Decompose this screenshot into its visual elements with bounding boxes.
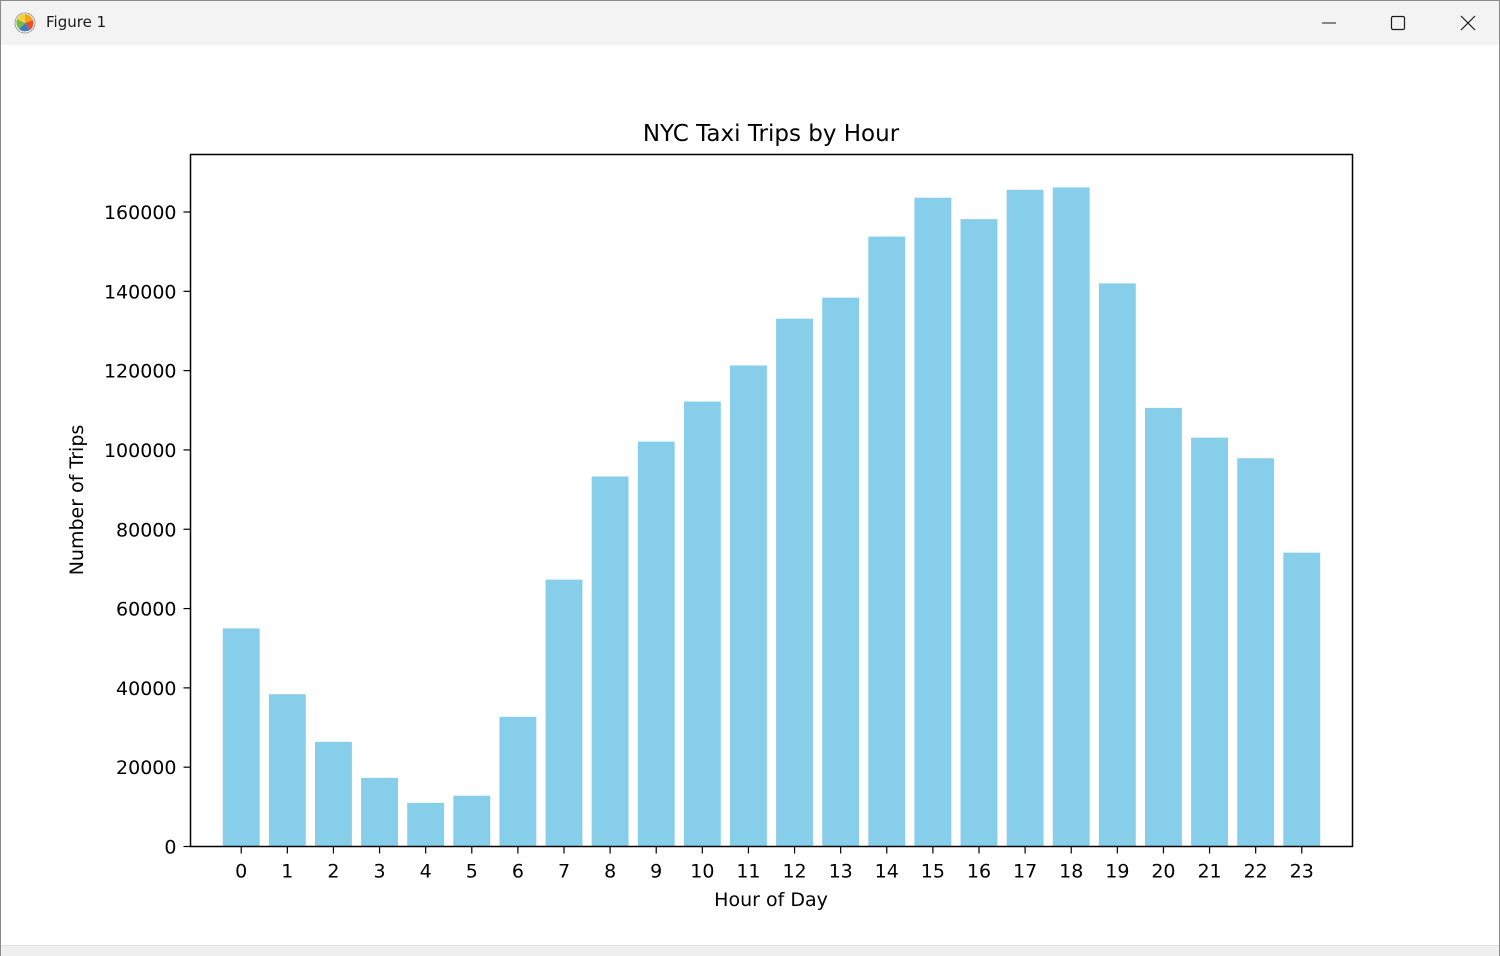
x-tick-label: 17 [1013, 861, 1037, 883]
plot-frame [189, 153, 1354, 848]
y-axis-label: Number of Trips [66, 425, 88, 576]
x-tick-label: 8 [604, 861, 616, 883]
bar-hour-22 [1237, 458, 1275, 847]
x-tick-label: 6 [512, 861, 524, 883]
matplotlib-icon [14, 12, 36, 34]
bar-chart: NYC Taxi Trips by Hour 0 20000 40000 60000 8… [66, 121, 1354, 911]
title-bar[interactable]: Figure 1 [1, 1, 1499, 45]
x-axis-label: Hour of Day [714, 889, 828, 911]
bar-hour-3 [361, 777, 398, 847]
x-tick-label: 18 [1059, 861, 1083, 883]
x-axis-ticks: 0 1 2 3 4 5 6 7 8 9 10 11 12 13 14 15 16 17 18 19 20 21 22 23 [235, 846, 1314, 883]
window-title: Figure 1 [46, 13, 107, 31]
bar-hour-12 [776, 318, 813, 847]
chart-title: NYC Taxi Trips by Hour [643, 121, 900, 147]
x-tick-label: 2 [327, 861, 339, 883]
x-tick-label: 5 [466, 861, 478, 883]
bar-hour-5 [453, 795, 491, 847]
close-icon [1460, 15, 1476, 31]
x-tick-label: 14 [875, 861, 899, 883]
maximize-icon [1390, 15, 1406, 31]
x-tick-label: 1 [281, 861, 293, 883]
y-tick-label: 40000 [116, 678, 176, 700]
bar-hour-7 [545, 579, 583, 847]
bar-hour-15 [914, 197, 952, 847]
y-axis-ticks: 0 20000 40000 60000 80000 100000 120000 140000 1… [104, 202, 191, 859]
x-tick-label: 7 [558, 861, 570, 883]
bar-hour-10 [683, 401, 721, 847]
bar-hour-6 [499, 716, 537, 847]
y-tick-label: 80000 [116, 519, 176, 541]
y-tick-label: 20000 [116, 757, 176, 779]
bar-hour-13 [822, 297, 860, 847]
bar-hour-16 [960, 219, 998, 847]
bar-hour-1 [268, 694, 306, 847]
bar-hour-14 [868, 236, 906, 847]
status-strip [1, 945, 1499, 956]
x-tick-label: 10 [690, 861, 714, 883]
bar-hour-8 [591, 476, 629, 847]
x-tick-label: 21 [1197, 861, 1221, 883]
y-tick-label: 100000 [104, 440, 177, 462]
x-tick-label: 0 [235, 861, 247, 883]
x-tick-label: 15 [921, 861, 945, 883]
bar-hour-4 [407, 802, 445, 847]
x-tick-label: 9 [650, 861, 662, 883]
x-tick-label: 23 [1290, 861, 1314, 883]
close-button[interactable] [1433, 1, 1500, 45]
y-tick-label: 160000 [104, 202, 177, 224]
bar-hour-18 [1052, 187, 1090, 847]
y-tick-label: 60000 [116, 599, 176, 621]
x-tick-label: 16 [967, 861, 991, 883]
x-tick-label: 19 [1105, 861, 1129, 883]
x-tick-label: 12 [782, 861, 806, 883]
x-tick-label: 13 [829, 861, 853, 883]
y-tick-label: 120000 [104, 361, 177, 383]
x-tick-label: 20 [1151, 861, 1175, 883]
bar-hour-9 [637, 441, 675, 847]
x-tick-label: 22 [1244, 861, 1268, 883]
x-tick-label: 11 [736, 861, 760, 883]
bar-hour-11 [730, 365, 767, 847]
bar-hour-20 [1145, 407, 1182, 847]
x-tick-label: 3 [374, 861, 386, 883]
maximize-button[interactable] [1363, 1, 1433, 45]
bar-hour-23 [1283, 552, 1321, 847]
bar-hour-0 [222, 628, 260, 847]
bars-group [222, 187, 1321, 847]
minimize-button[interactable] [1294, 1, 1364, 45]
y-tick-label: 140000 [104, 281, 177, 303]
bar-hour-2 [315, 741, 352, 847]
y-tick-label: 0 [164, 837, 176, 859]
x-tick-label: 4 [420, 861, 432, 883]
bar-hour-21 [1191, 437, 1228, 847]
minimize-icon [1322, 22, 1336, 24]
bar-hour-19 [1098, 283, 1136, 847]
bar-hour-17 [1006, 189, 1044, 847]
